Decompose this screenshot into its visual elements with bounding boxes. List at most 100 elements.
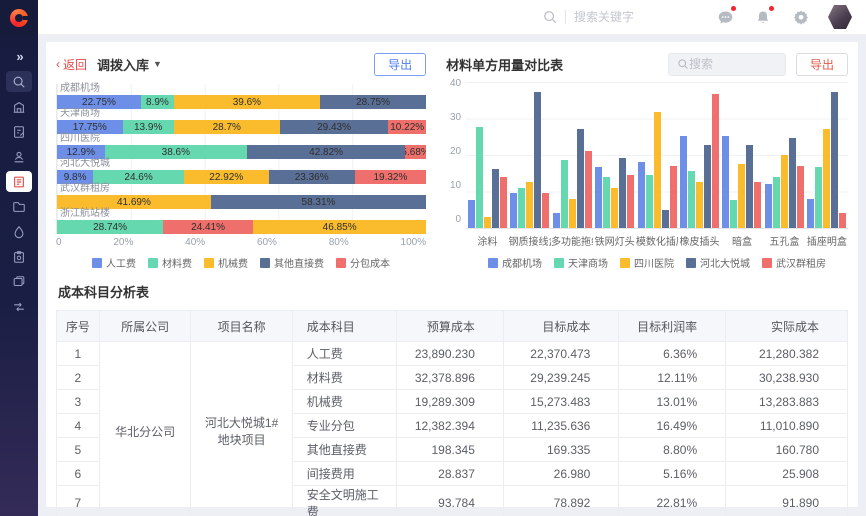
grouped-bar[interactable]: [722, 136, 730, 228]
grouped-bar[interactable]: [595, 167, 603, 228]
notifications-button[interactable]: [754, 6, 774, 26]
bar-segment[interactable]: 17.75%: [57, 120, 123, 134]
global-search-input[interactable]: [574, 10, 662, 24]
sidebar-expand-button[interactable]: »: [6, 44, 32, 69]
grouped-bar[interactable]: [669, 165, 677, 228]
settings-button[interactable]: [792, 8, 810, 26]
transfer-title-dropdown[interactable]: 调拨入库 ▼: [97, 55, 162, 74]
grouped-bar[interactable]: [788, 138, 796, 228]
grouped-bar[interactable]: [611, 187, 619, 228]
legend-item[interactable]: 其他直接费: [260, 255, 324, 270]
grouped-bar[interactable]: [542, 193, 550, 228]
bar-segment[interactable]: 46.85%: [253, 220, 427, 234]
bar-segment[interactable]: 41.69%: [57, 195, 211, 209]
legend-item[interactable]: 成都机场: [488, 255, 542, 270]
bar-segment[interactable]: 42.82%: [247, 145, 406, 159]
grouped-bar[interactable]: [619, 158, 627, 228]
grouped-bar[interactable]: [510, 193, 518, 228]
legend-item[interactable]: 人工费: [92, 255, 136, 270]
grouped-bar[interactable]: [518, 187, 526, 228]
grouped-bar[interactable]: [764, 183, 772, 228]
grouped-bar[interactable]: [823, 128, 831, 228]
bar-segment[interactable]: 5.68%: [405, 145, 427, 159]
grouped-bar[interactable]: [661, 209, 669, 228]
grouped-bar[interactable]: [627, 174, 635, 228]
legend-item[interactable]: 四川医院: [620, 255, 674, 270]
bar-segment[interactable]: 19.32%: [354, 170, 427, 184]
grouped-bar[interactable]: [552, 213, 560, 228]
grouped-bar[interactable]: [603, 176, 611, 228]
legend-item[interactable]: 材料费: [148, 255, 192, 270]
app-logo[interactable]: [0, 0, 38, 35]
grouped-bar[interactable]: [704, 145, 712, 228]
grouped-bar[interactable]: [807, 198, 815, 228]
bar-segment[interactable]: 23.36%: [268, 170, 355, 184]
bar-segment[interactable]: 38.6%: [104, 145, 248, 159]
grouped-bar[interactable]: [534, 92, 542, 228]
grouped-bar[interactable]: [576, 128, 584, 228]
material-search-input[interactable]: [688, 57, 769, 71]
bar-segment[interactable]: 24.41%: [163, 220, 254, 234]
legend-item[interactable]: 天津商场: [554, 255, 608, 270]
sidebar-item-plans[interactable]: [6, 244, 32, 269]
bar-segment[interactable]: 8.9%: [140, 95, 174, 109]
grouped-bar[interactable]: [780, 154, 788, 228]
sidebar-item-search[interactable]: [6, 71, 32, 92]
grouped-bar[interactable]: [645, 174, 653, 228]
bar-segment[interactable]: 29.43%: [279, 120, 389, 134]
bar-segment[interactable]: 22.75%: [57, 95, 141, 109]
sidebar-item-files[interactable]: [6, 194, 32, 219]
bar-segment[interactable]: 13.9%: [122, 120, 174, 134]
material-search[interactable]: [667, 52, 786, 76]
export-button-right[interactable]: 导出: [795, 52, 848, 76]
grouped-bar[interactable]: [499, 176, 507, 228]
sidebar-item-materials[interactable]: [6, 219, 32, 244]
grouped-bar[interactable]: [738, 163, 746, 228]
sidebar-item-workflow[interactable]: [6, 294, 32, 319]
grouped-bar[interactable]: [831, 92, 839, 228]
grouped-bar[interactable]: [491, 169, 499, 228]
grouped-bar[interactable]: [688, 171, 696, 228]
grouped-bar[interactable]: [815, 167, 823, 228]
grouped-bar[interactable]: [839, 213, 847, 228]
export-button-left[interactable]: 导出: [374, 52, 427, 76]
grouped-bar[interactable]: [772, 176, 780, 228]
sidebar-item-personnel[interactable]: [6, 144, 32, 169]
legend-item[interactable]: 分包成本: [336, 255, 390, 270]
bar-segment[interactable]: 22.92%: [183, 170, 269, 184]
grouped-bar[interactable]: [653, 112, 661, 228]
bar-segment[interactable]: 12.9%: [57, 145, 105, 159]
grouped-bar[interactable]: [467, 200, 475, 228]
bar-segment[interactable]: 24.6%: [93, 170, 184, 184]
grouped-bar[interactable]: [483, 217, 491, 228]
sidebar-item-reports[interactable]: [6, 269, 32, 294]
grouped-bar[interactable]: [526, 182, 534, 228]
sidebar-item-cost-active[interactable]: [6, 171, 32, 192]
bar-segment[interactable]: 28.74%: [57, 220, 164, 234]
grouped-bar[interactable]: [560, 160, 568, 228]
sidebar-item-company[interactable]: [6, 94, 32, 119]
grouped-bar[interactable]: [746, 145, 754, 228]
grouped-bar[interactable]: [584, 150, 592, 228]
grouped-bar[interactable]: [796, 165, 804, 228]
bar-segment[interactable]: 28.75%: [319, 95, 427, 109]
legend-item[interactable]: 武汉群租房: [762, 255, 826, 270]
bar-segment[interactable]: 9.8%: [57, 170, 94, 184]
grouped-bar[interactable]: [696, 182, 704, 228]
grouped-bar[interactable]: [712, 93, 720, 228]
bar-segment[interactable]: 39.6%: [173, 95, 320, 109]
messages-button[interactable]: [716, 6, 736, 26]
bar-segment[interactable]: 10.22%: [388, 120, 427, 134]
back-button[interactable]: ‹ 返回: [56, 56, 87, 73]
bar-segment[interactable]: 28.7%: [173, 120, 280, 134]
grouped-bar[interactable]: [754, 182, 762, 228]
grouped-bar[interactable]: [637, 161, 645, 228]
user-avatar[interactable]: [828, 5, 852, 29]
grouped-bar[interactable]: [680, 136, 688, 228]
bar-segment[interactable]: 58.31%: [210, 195, 427, 209]
grouped-bar[interactable]: [730, 200, 738, 228]
legend-item[interactable]: 河北大悦城: [686, 255, 750, 270]
sidebar-item-documents[interactable]: [6, 119, 32, 144]
grouped-bar[interactable]: [568, 198, 576, 228]
grouped-bar[interactable]: [475, 126, 483, 228]
